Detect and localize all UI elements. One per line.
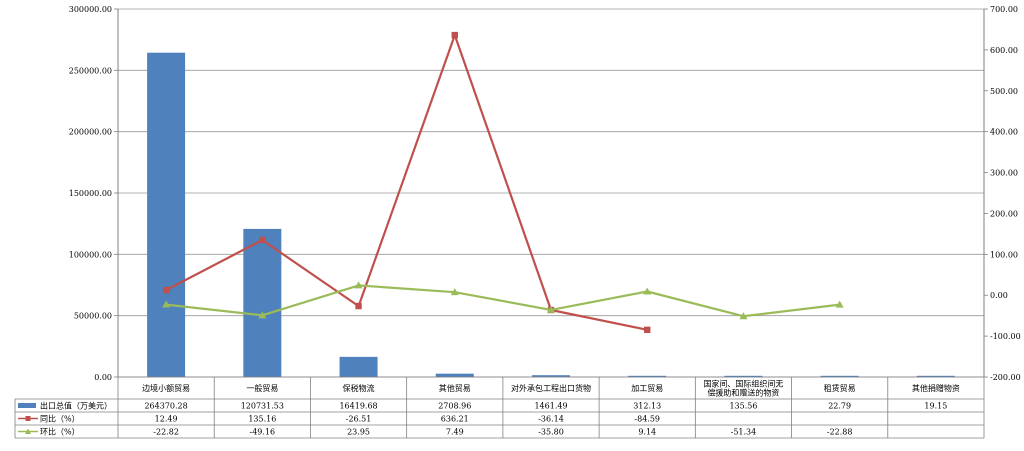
right-axis-tick-label: 600.00: [990, 46, 1018, 55]
data-label: -22.82: [153, 428, 179, 437]
category-label: 一般贸易: [246, 383, 278, 393]
data-label: -35.80: [538, 428, 564, 437]
right-axis-tick-label: 700.00: [990, 5, 1018, 14]
data-label: -51.34: [731, 428, 757, 437]
bar: [724, 375, 763, 377]
data-label: 312.13: [633, 402, 661, 411]
legend-swatch: [18, 403, 36, 408]
data-label: 120731.53: [241, 402, 284, 411]
series-marker: [547, 305, 555, 313]
left-axis-tick-label: 100000.00: [69, 250, 112, 259]
left-axis-tick-label: 250000.00: [69, 66, 112, 75]
series-marker: [162, 300, 171, 308]
right-axis-tick-label: 100.00: [990, 250, 1018, 259]
right-axis-tick-label: 500.00: [990, 87, 1018, 96]
right-axis-tick-label: 0.00: [990, 291, 1008, 300]
data-label: 2708.96: [438, 402, 471, 411]
data-label: 12.49: [155, 415, 178, 424]
category-label: 其他贸易: [439, 383, 471, 393]
series-marker: [643, 287, 652, 295]
category-label: 偿援助和赠送的物资: [707, 388, 779, 398]
series-marker: [258, 311, 267, 319]
legend-marker: [25, 428, 31, 434]
data-label: 135.56: [729, 402, 757, 411]
data-label: -22.88: [827, 428, 853, 437]
data-label: -49.16: [250, 428, 276, 437]
bar: [628, 375, 667, 377]
left-axis-tick-label: 50000.00: [74, 312, 112, 321]
data-label: 135.16: [248, 415, 276, 424]
bar: [147, 52, 186, 378]
left-axis-tick-label: 200000.00: [69, 128, 112, 137]
series-marker: [739, 312, 748, 320]
category-label: 加工贸易: [631, 383, 663, 393]
bar: [339, 356, 378, 377]
bar: [916, 375, 955, 377]
category-label: 其他捐赠物资: [912, 383, 960, 393]
data-label: 22.79: [828, 402, 851, 411]
legend-label: 环比（%）: [40, 427, 80, 437]
right-axis-tick-label: -200.00: [990, 373, 1021, 382]
series-marker: [451, 31, 458, 39]
left-axis-tick-label: 300000.00: [69, 5, 112, 14]
data-label: 19.15: [924, 402, 947, 411]
data-label: 264370.28: [144, 402, 187, 411]
series-line: [165, 34, 648, 331]
series-marker: [355, 302, 362, 310]
series-marker: [644, 326, 651, 334]
series-marker: [450, 288, 459, 296]
data-label: 636.21: [441, 415, 469, 424]
series-marker: [162, 286, 170, 294]
series-line: [165, 284, 840, 318]
right-axis-tick-label: 300.00: [990, 169, 1018, 178]
category-label: 边境小额贸易: [142, 383, 190, 393]
category-label: 国家间、国际组织间无: [703, 379, 783, 389]
bar: [820, 375, 859, 377]
bar: [243, 228, 282, 377]
data-label: -26.51: [346, 415, 372, 424]
data-label: 16419.68: [339, 402, 377, 411]
series-marker: [835, 300, 844, 308]
data-label: 1461.49: [534, 402, 567, 411]
left-axis-tick-label: 0.00: [94, 373, 112, 382]
data-label: -36.14: [538, 415, 564, 424]
bar: [532, 375, 570, 377]
left-axis-tick-label: 150000.00: [69, 189, 112, 198]
category-label: 保税物流: [343, 383, 375, 393]
series-marker: [354, 281, 363, 289]
legend-label: 同比（%）: [40, 414, 80, 424]
category-label: 对外承包工程出口货物: [511, 383, 591, 393]
category-label: 租赁贸易: [824, 383, 856, 393]
bar: [435, 373, 474, 377]
right-axis-tick-label: 200.00: [990, 209, 1018, 218]
data-label: 9.14: [638, 428, 656, 437]
legend-label: 出口总值（万美元）: [40, 401, 112, 411]
right-axis-tick-label: 400.00: [990, 128, 1018, 137]
series-marker: [259, 236, 266, 244]
right-axis-tick-label: -100.00: [990, 332, 1021, 341]
data-label: 7.49: [446, 428, 464, 437]
data-label: -84.59: [634, 415, 660, 424]
data-label: 23.95: [347, 428, 370, 437]
legend-marker: [25, 416, 31, 421]
